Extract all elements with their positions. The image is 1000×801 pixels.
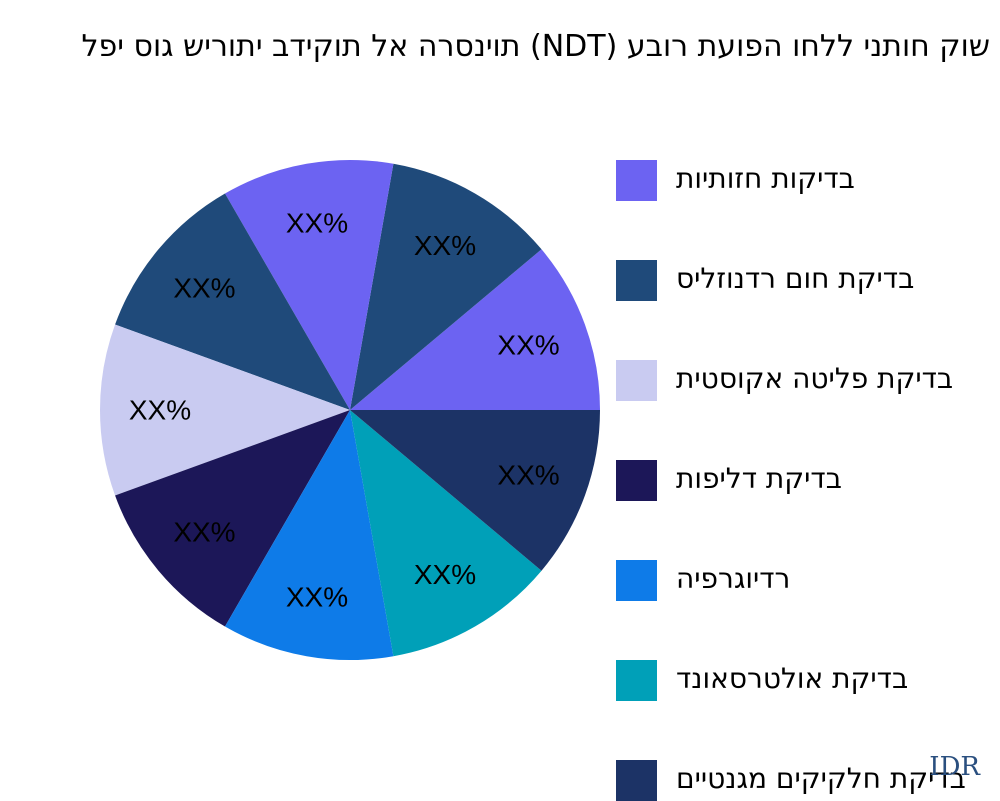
pie-slice <box>115 193 350 410</box>
legend-item: בדיקת אולטרסאונד <box>616 660 1000 701</box>
legend-item: רדיוגרפיה <box>616 560 1000 601</box>
pie-data-labels: XX% XX% XX% XX% XX% XX% XX% XX% XX% <box>129 207 560 612</box>
pie-data-label: XX% <box>497 330 559 361</box>
pie-data-label: XX% <box>286 582 348 613</box>
legend-label: בדיקת פליטה אקוסטית <box>676 362 954 395</box>
pie-slice <box>350 163 542 410</box>
pie-slice <box>115 410 350 627</box>
pie-slice <box>225 410 394 660</box>
legend-item: בדיקת דליפות <box>616 460 1000 501</box>
legend-item: בדיקת פליטה אקוסטית <box>616 360 1000 401</box>
legend-swatch <box>616 360 657 401</box>
pie-data-label: XX% <box>129 395 191 426</box>
legend-swatch <box>616 460 657 501</box>
pie-slice <box>350 249 600 410</box>
legend-label: בדיקת דליפות <box>676 462 842 495</box>
watermark-logo: IDR <box>929 752 980 782</box>
legend-label: רדיוגרפיה <box>676 562 791 595</box>
pie-chart: XX% XX% XX% XX% XX% XX% XX% XX% XX% <box>99 160 600 660</box>
legend-label: בדיקת אולטרסאונד <box>676 662 909 695</box>
legend-label: בדיקות חזותיות <box>676 162 855 195</box>
pie-data-label: XX% <box>173 272 235 303</box>
legend-swatch <box>616 260 657 301</box>
legend-label: בדיקת חום רדנוזליס <box>676 262 915 295</box>
pie-slices <box>99 160 600 660</box>
legend-swatch <box>616 660 657 701</box>
chart-title: שוק חותני ללחו הפועת רובע (NDT) תוינסרה … <box>81 29 990 64</box>
legend-swatch <box>616 560 657 601</box>
legend-swatch <box>616 760 657 801</box>
pie-slice <box>99 324 350 496</box>
legend-item: בדיקת חום רדנוזליס <box>616 260 1000 301</box>
pie-slice <box>350 410 600 571</box>
pie-data-label: XX% <box>414 230 476 261</box>
pie-data-label: XX% <box>414 559 476 590</box>
pie-data-label: XX% <box>286 207 348 238</box>
pie-data-label: XX% <box>497 459 559 490</box>
legend-swatch <box>616 160 657 201</box>
pie-slice <box>225 160 394 410</box>
legend-item: בדיקת חלקיקים מגנטיים <box>616 760 1000 801</box>
pie-data-label: XX% <box>173 517 235 548</box>
legend-item: בדיקות חזותיות <box>616 160 1000 201</box>
legend-label: בדיקת חלקיקים מגנטיים <box>676 762 966 795</box>
pie-slice <box>350 410 542 657</box>
